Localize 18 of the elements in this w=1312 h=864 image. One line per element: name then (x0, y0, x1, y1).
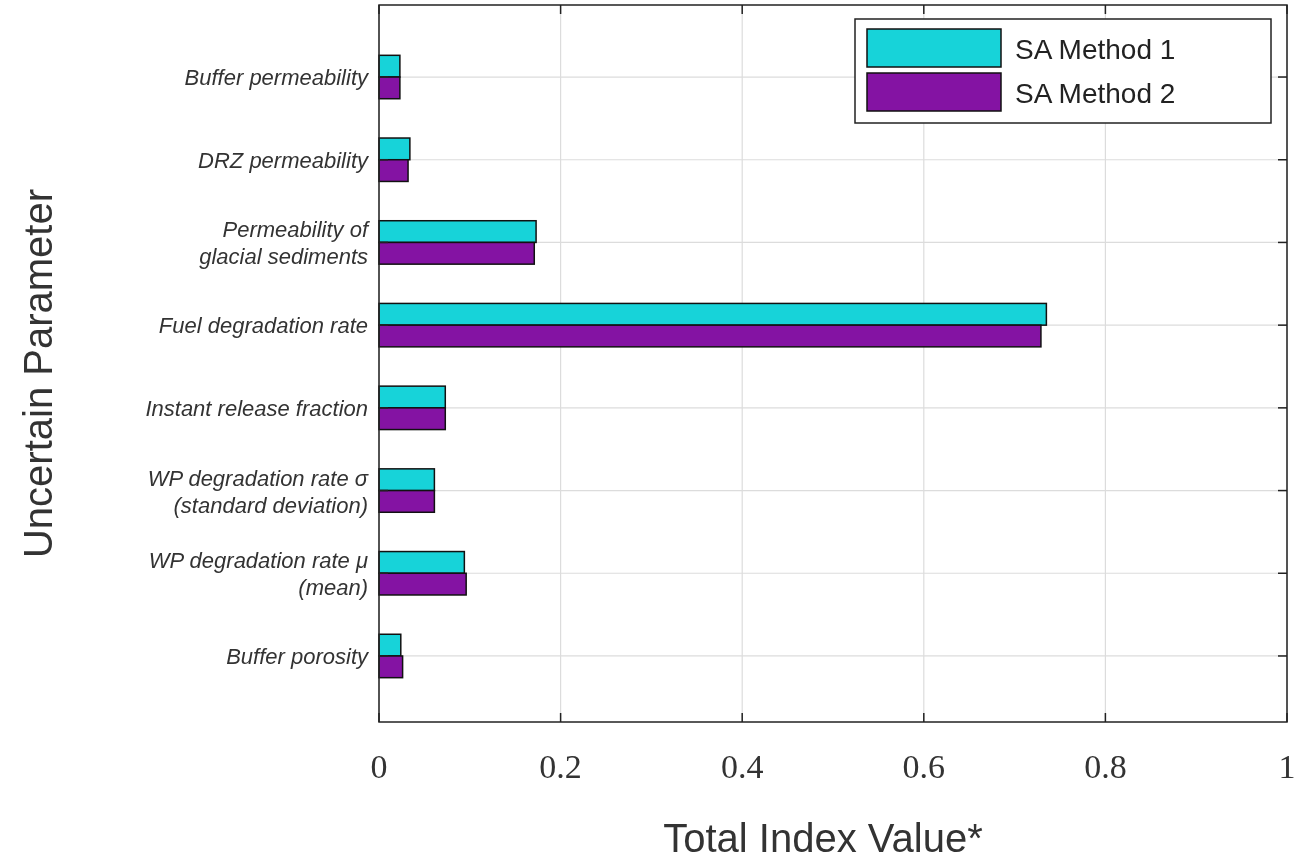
x-tick-label: 0.8 (1084, 748, 1127, 785)
y-tick-label: Buffer porosity (226, 643, 370, 669)
y-tick-label: WP degradation rate σ (standard deviation) (147, 465, 369, 518)
y-axis-title: Uncertain Parameter (16, 188, 60, 559)
y-tick-label: WP degradation rate μ (mean) (148, 548, 368, 601)
x-tick-label: 0.6 (902, 748, 946, 785)
y-tick-label: DRZ permeability (198, 147, 370, 173)
legend-label: SA Method 2 (1015, 78, 1176, 109)
x-tick-label: 1 (1278, 748, 1296, 785)
y-tick-label: Instant release fraction (145, 395, 368, 421)
y-tick-label: Fuel degradation rate (158, 313, 368, 339)
y-tick-label: Buffer permeability (184, 65, 370, 91)
x-axis-title: Total Index Value* (663, 816, 983, 860)
x-tick-label: 0.2 (539, 748, 582, 785)
legend-label: SA Method 1 (1015, 34, 1176, 65)
x-tick-label: 0 (370, 748, 388, 785)
x-tick-label: 0.4 (720, 748, 764, 785)
y-tick-label: Permeability of glacial sediments (199, 217, 371, 270)
